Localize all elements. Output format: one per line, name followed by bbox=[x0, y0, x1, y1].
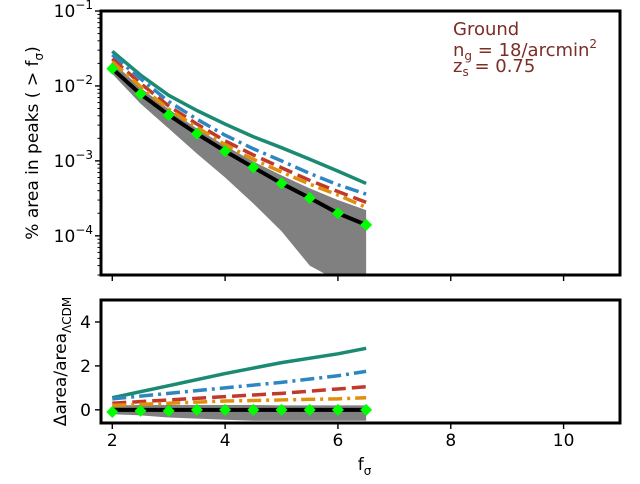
top-diamond-marker bbox=[106, 62, 119, 75]
x-axis-label: fσ bbox=[358, 455, 372, 478]
y-label-close: ) bbox=[23, 46, 43, 53]
bottom-x-tick-label: 4 bbox=[220, 431, 231, 451]
bottom-y-tick-label: 2 bbox=[80, 357, 91, 377]
top-diamond-marker bbox=[303, 191, 316, 204]
tick-base: 10 bbox=[54, 77, 76, 97]
bottom-x-tick-label: 8 bbox=[445, 431, 456, 451]
bottom-diamond-marker bbox=[134, 404, 147, 417]
bottom-diamond-marker bbox=[331, 403, 344, 416]
bottom-series-line-1 bbox=[112, 369, 367, 401]
bottom-diamond-marker bbox=[106, 406, 119, 419]
y-label-subscript: σ bbox=[32, 53, 46, 61]
top-y-axis-label: % area in peaks ( > fσ) bbox=[23, 46, 46, 239]
annotation-subscript: g bbox=[464, 49, 472, 63]
top-diamond-marker bbox=[219, 145, 232, 158]
annotation-line-1: Ground bbox=[453, 19, 519, 40]
top-diamond-marker bbox=[275, 177, 288, 190]
bottom-diamond-marker bbox=[162, 404, 175, 417]
bottom-plot-area bbox=[106, 346, 373, 421]
y-label-main: % area in peaks ( > f bbox=[23, 60, 43, 240]
top-diamond-marker bbox=[247, 161, 260, 174]
top-plot-area bbox=[106, 49, 373, 275]
annotation-text: = 0.75 bbox=[469, 56, 536, 77]
bottom-y-tick-label: 4 bbox=[80, 313, 91, 333]
tick-base: 10 bbox=[54, 227, 76, 247]
bottom-diamond-marker bbox=[360, 403, 373, 416]
tick-base: 10 bbox=[54, 2, 76, 22]
bottom-x-tick-label: 2 bbox=[107, 431, 118, 451]
top-y-tick-label: 10−3 bbox=[54, 148, 93, 172]
bottom-x-tick-label: 10 bbox=[553, 431, 575, 451]
bottom-series-line-3 bbox=[112, 395, 367, 408]
tick-exponent: −3 bbox=[75, 148, 93, 162]
y-label-subscript: ΛCDM bbox=[60, 297, 74, 333]
annotation-text: z bbox=[453, 56, 462, 77]
bottom-diamond-marker bbox=[275, 403, 288, 416]
bottom-diamond-marker bbox=[303, 403, 316, 416]
y-label-main: Δarea/area bbox=[51, 333, 71, 426]
tick-exponent: −1 bbox=[75, 0, 93, 12]
bottom-diamond-marker bbox=[219, 403, 232, 416]
top-y-tick-label: 10−4 bbox=[54, 223, 93, 247]
annotation-subscript: s bbox=[462, 65, 468, 79]
bottom-diamond-marker bbox=[247, 403, 260, 416]
top-series-line-3 bbox=[111, 60, 367, 209]
top-diamond-marker bbox=[134, 88, 147, 101]
tick-exponent: −4 bbox=[75, 223, 93, 237]
annotation-superscript: 2 bbox=[589, 37, 597, 51]
annotation-text: = 18/arcmin bbox=[472, 40, 589, 61]
tick-exponent: −2 bbox=[75, 73, 93, 87]
top-series-line-2 bbox=[111, 57, 367, 204]
bottom-y-tick-label: 0 bbox=[80, 401, 91, 421]
annotation-text: Ground bbox=[453, 19, 519, 40]
top-y-tick-label: 10−1 bbox=[54, 0, 93, 22]
top-series-line-4 bbox=[110, 67, 367, 227]
bottom-diamond-marker bbox=[190, 403, 203, 416]
top-diamond-marker bbox=[360, 218, 373, 231]
top-series-line-0 bbox=[111, 49, 367, 186]
x-label-main: f bbox=[358, 455, 365, 475]
bottom-y-axis-label: Δarea/areaΛCDM bbox=[51, 297, 74, 426]
annotation-text: n bbox=[453, 40, 464, 61]
annotation-line-3: zs = 0.75 bbox=[453, 56, 535, 79]
bottom-frame bbox=[99, 298, 622, 425]
tick-base: 10 bbox=[54, 152, 76, 172]
top-uncertainty-band bbox=[112, 61, 367, 275]
bottom-x-tick-label: 6 bbox=[333, 431, 344, 451]
bottom-uncertainty-band bbox=[112, 404, 367, 421]
top-diamond-marker bbox=[331, 207, 344, 220]
top-series-line-1 bbox=[111, 53, 367, 196]
bottom-series-line-0 bbox=[111, 346, 367, 400]
top-diamond-marker bbox=[190, 127, 203, 140]
x-label-subscript: σ bbox=[364, 464, 372, 478]
top-diamond-marker bbox=[162, 108, 175, 121]
annotation-line-2: ng = 18/arcmin2 bbox=[453, 37, 597, 63]
top-y-tick-label: 10−2 bbox=[54, 73, 93, 97]
bottom-series-line-2 bbox=[112, 385, 367, 405]
top-frame bbox=[99, 9, 622, 277]
